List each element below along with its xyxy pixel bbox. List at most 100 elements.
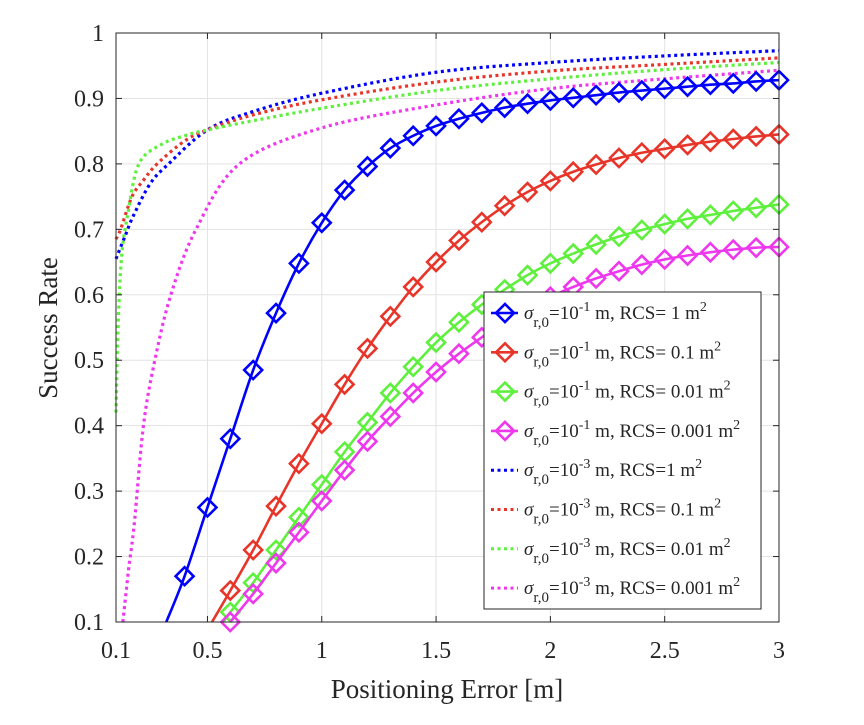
x-axis-label: Positioning Error [m] xyxy=(331,674,563,704)
x-tick-label: 0.1 xyxy=(101,638,131,664)
y-tick-label: 1 xyxy=(92,21,104,47)
data-point-marker xyxy=(676,134,699,156)
legend-text: m, RCS= 0.1 m xyxy=(590,342,714,363)
plot-frame xyxy=(115,32,780,623)
data-point-marker xyxy=(722,128,745,150)
data-point-marker xyxy=(219,579,242,602)
legend-exponent: -3 xyxy=(579,536,591,551)
y-tick-label: 0.2 xyxy=(74,545,104,571)
data-point-marker xyxy=(608,81,630,104)
data-point-marker xyxy=(379,405,402,428)
legend-marker-icon xyxy=(494,302,516,324)
data-point-marker xyxy=(745,236,767,259)
data-point-marker xyxy=(608,147,630,169)
data-point-marker xyxy=(722,200,745,222)
legend-entry: σr,0=10-1 m, RCS= 0.1 m2 xyxy=(491,339,721,370)
legend-base: =10 xyxy=(549,460,579,481)
x-tick-label: 3 xyxy=(773,638,785,664)
data-point-marker xyxy=(402,276,425,298)
data-point-marker xyxy=(425,331,447,354)
data-point-marker xyxy=(562,86,585,109)
ticks: 0.1 0.5 1 1.5 2 2.5 3 0.1 0.2 0.3 0.4 0.5 0.6 0.7 0.8 0… xyxy=(74,21,785,664)
data-point-marker xyxy=(585,267,607,290)
legend-entry: σr,0=10-1 m, RCS= 1 m2 xyxy=(491,300,707,331)
legend-subscript: r,0 xyxy=(533,354,549,370)
data-point-marker xyxy=(310,412,333,435)
data-point-marker xyxy=(242,539,265,561)
y-tick-label: 0.4 xyxy=(74,414,104,440)
series-line xyxy=(121,68,780,623)
data-point-marker xyxy=(173,565,196,588)
legend-text: m, RCS= 0.01 m xyxy=(590,539,723,560)
data-point-marker xyxy=(448,107,470,130)
data-point-marker xyxy=(425,251,447,273)
data-point-marker xyxy=(585,84,607,107)
series-6 xyxy=(114,56,780,240)
data-point-marker xyxy=(470,102,493,124)
legend-exponent: 2 xyxy=(724,379,731,394)
data-point-marker xyxy=(516,92,539,115)
data-point-marker xyxy=(562,160,585,183)
x-tick-label: 1.5 xyxy=(421,638,451,664)
legend-exponent: -1 xyxy=(579,339,591,354)
legend-base: =10 xyxy=(549,500,579,521)
data-point-marker xyxy=(379,382,402,404)
y-tick-label: 0.8 xyxy=(74,152,104,178)
legend-entry: σr,0=10-3 m, RCS= 0.1 m2 xyxy=(491,497,721,528)
legend-marker-icon xyxy=(494,420,516,442)
data-point-marker xyxy=(448,311,470,334)
data-point-marker xyxy=(448,229,470,252)
data-point-marker xyxy=(333,373,356,396)
y-axis-label: Success Rate xyxy=(33,257,63,399)
data-point-marker xyxy=(288,252,310,275)
data-point-marker xyxy=(722,72,745,95)
legend-subscript: r,0 xyxy=(533,472,549,488)
data-point-marker xyxy=(265,495,287,518)
data-point-marker xyxy=(402,382,425,404)
legend-text: m, RCS= 0.01 m xyxy=(590,382,723,403)
data-point-marker xyxy=(608,260,630,283)
legend-base: =10 xyxy=(549,382,579,403)
data-point-marker xyxy=(699,73,722,96)
data-point-marker xyxy=(265,552,287,574)
legend-entry: σr,0=10-3 m, RCS= 0.001 m2 xyxy=(491,575,740,606)
legend-exponent: -1 xyxy=(579,300,591,315)
legend-sigma: σ xyxy=(524,382,534,403)
legend-subscript: r,0 xyxy=(533,512,549,528)
x-tick-label: 1 xyxy=(316,638,328,664)
data-point-marker xyxy=(630,79,653,102)
data-point-marker xyxy=(219,427,242,450)
legend-base: =10 xyxy=(549,342,579,363)
legend-label: σr,0=10-1 m, RCS= 1 m2 xyxy=(524,300,707,331)
data-point-marker xyxy=(585,153,607,176)
legend-label: σr,0=10-3 m, RCS= 0.001 m2 xyxy=(524,575,740,606)
y-tick-label: 0.5 xyxy=(74,348,104,374)
legend-label: σr,0=10-1 m, RCS= 0.1 m2 xyxy=(524,339,721,370)
data-point-marker xyxy=(585,233,607,256)
legend-exponent: 2 xyxy=(733,418,740,433)
legend-marker-icon xyxy=(494,341,516,364)
series-8 xyxy=(121,68,780,623)
legend-entry: σr,0=10-3 m, RCS=1 m2 xyxy=(491,457,702,488)
y-tick-label: 0.9 xyxy=(74,86,104,112)
series-line xyxy=(210,133,780,623)
data-point-marker xyxy=(676,244,699,267)
legend-text: m, RCS= 0.1 m xyxy=(590,500,714,521)
legend-exponent: 2 xyxy=(700,300,707,315)
legend-subscript: r,0 xyxy=(533,394,549,410)
y-tick-label: 0.7 xyxy=(74,217,104,243)
data-point-marker xyxy=(539,170,562,192)
series-1 xyxy=(165,69,790,623)
data-point-marker xyxy=(676,75,699,98)
series-5 xyxy=(114,49,780,260)
data-point-marker xyxy=(745,70,767,93)
legend-exponent: -1 xyxy=(579,379,591,394)
y-tick-label: 0.1 xyxy=(74,610,104,636)
legend-sigma: σ xyxy=(524,460,534,481)
data-point-marker xyxy=(356,430,379,453)
legend-exponent: -1 xyxy=(579,418,591,433)
data-point-marker xyxy=(333,459,356,482)
data-point-marker xyxy=(356,155,379,178)
